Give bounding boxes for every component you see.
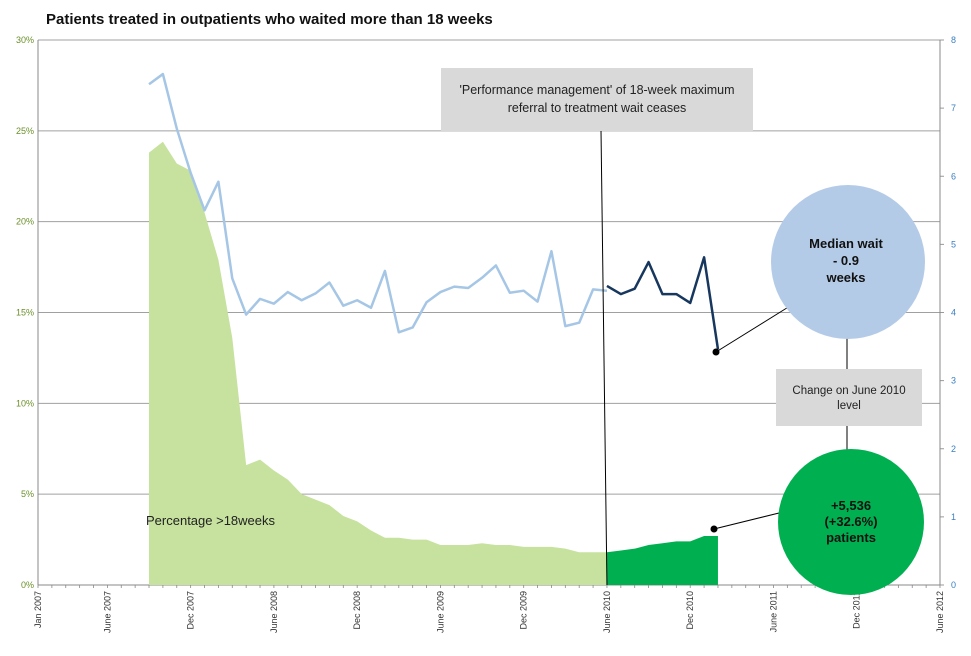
- y-right-tick-label: 5: [951, 239, 956, 249]
- area-label: Percentage >18weeks: [146, 513, 276, 528]
- change-callout-text: Change on June 2010: [792, 385, 905, 397]
- x-tick-label: Dec 2007: [186, 591, 196, 630]
- y-right-tick-label: 4: [951, 308, 956, 318]
- annotations: Percentage >18weeks 'Performance manageme…: [146, 68, 925, 595]
- y-left-tick-label: 30%: [16, 35, 34, 45]
- median-bubble: [771, 185, 925, 339]
- policy-callout-text: referral to treatment wait ceases: [508, 101, 687, 115]
- x-tick-label: June 2009: [435, 591, 445, 633]
- x-tick-label: June 2007: [102, 591, 112, 633]
- x-tick-label: Dec 2010: [685, 591, 695, 630]
- y-left-tick-label: 15%: [16, 308, 34, 318]
- line-series-path: [606, 256, 720, 350]
- y-right-tick-label: 0: [951, 580, 956, 590]
- change-callout-text: level: [837, 400, 861, 412]
- x-tick-label: Jan 2007: [33, 591, 43, 628]
- x-tick-label: June 2010: [602, 591, 612, 633]
- patients-pointer-line: [713, 512, 780, 530]
- median-pointer-dot: [712, 348, 720, 356]
- median-bubble-text: - 0.9: [833, 253, 859, 268]
- y-left-tick-label: 5%: [21, 489, 34, 499]
- policy-pointer-line: [600, 129, 608, 586]
- y-right-tick-label: 8: [951, 35, 956, 45]
- x-tick-label: Dec 2009: [519, 591, 529, 630]
- y-left-tick-label: 0%: [21, 580, 34, 590]
- x-tick-label: June 2012: [935, 591, 945, 633]
- y-right-tick-label: 3: [951, 376, 956, 386]
- chart-title: Patients treated in outpatients who wait…: [46, 11, 493, 28]
- line-series-path: [148, 72, 608, 334]
- y-left-tick-label: 20%: [16, 217, 34, 227]
- median-pointer-line: [715, 305, 791, 353]
- patients-bubble-text: patients: [826, 530, 876, 545]
- y-right-tick-label: 6: [951, 171, 956, 181]
- patients-bubble-text: (+32.6%): [824, 514, 877, 529]
- y-left-tick-label: 10%: [16, 398, 34, 408]
- x-tick-label: Dec 2008: [352, 591, 362, 630]
- change-callout-box: [776, 369, 922, 426]
- policy-callout-box: [441, 68, 753, 131]
- median-bubble-text: Median wait: [809, 236, 883, 251]
- y-right-tick-label: 7: [951, 103, 956, 113]
- area-series: [149, 141, 718, 585]
- x-tick-label: June 2008: [269, 591, 279, 633]
- area-series-shape: [606, 535, 718, 585]
- y-left-tick-label: 25%: [16, 126, 34, 136]
- y-right-tick-label: 1: [951, 512, 956, 522]
- x-tick-label: Dec 2011: [852, 591, 862, 629]
- area-series-shape: [149, 141, 607, 585]
- patients-bubble: [778, 449, 924, 595]
- axes: 0% 5% 10% 15% 20% 25% 30% 0 1 2 3 4 5 6 7 8 Jan 2007 June…: [16, 35, 956, 633]
- patients-bubble-text: +5,536: [831, 498, 871, 513]
- y-right-tick-label: 2: [951, 444, 956, 454]
- patients-pointer-dot: [710, 525, 718, 533]
- median-bubble-text: weeks: [825, 270, 865, 285]
- line-series: [148, 72, 720, 350]
- x-tick-label: June 2011: [768, 591, 778, 632]
- policy-callout-text: 'Performance management' of 18-week maxi…: [459, 83, 734, 97]
